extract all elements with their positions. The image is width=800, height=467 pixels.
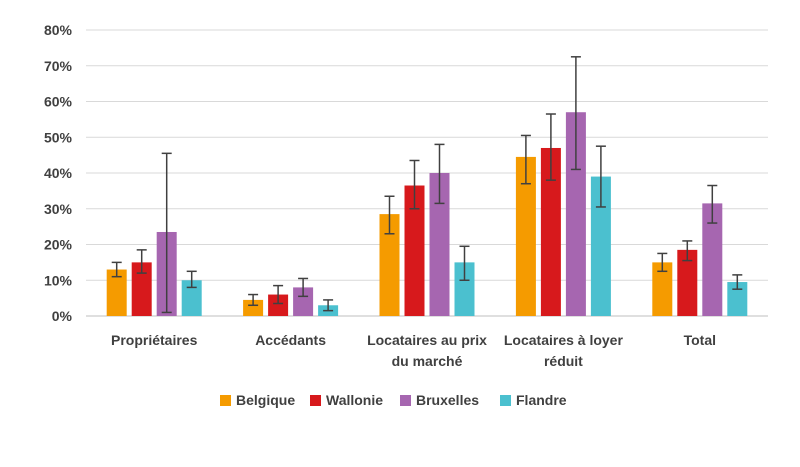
bar [131, 262, 152, 316]
bar [540, 147, 561, 316]
bar [515, 156, 536, 316]
bar [268, 294, 289, 316]
bar [590, 176, 611, 316]
category-label: réduit [544, 353, 583, 369]
bar [652, 262, 673, 316]
bar [379, 214, 400, 316]
y-tick-label: 10% [44, 272, 73, 288]
legend-label: Flandre [516, 392, 567, 408]
bar [293, 287, 314, 316]
bar [404, 185, 425, 316]
legend-label: Belgique [236, 392, 295, 408]
bar [565, 112, 586, 316]
y-tick-label: 20% [44, 237, 73, 253]
category-label: Propriétaires [111, 332, 198, 348]
legend-label: Wallonie [326, 392, 383, 408]
y-tick-label: 70% [44, 58, 73, 74]
category-label: Total [684, 332, 716, 348]
category-label: du marché [392, 353, 463, 369]
y-tick-label: 40% [44, 165, 73, 181]
legend-swatch [310, 395, 321, 406]
y-tick-label: 0% [52, 308, 73, 324]
category-label: Locataires à loyer [504, 332, 624, 348]
bar [243, 299, 264, 316]
bar [429, 173, 450, 316]
legend-swatch [220, 395, 231, 406]
category-label: Accédants [255, 332, 326, 348]
category-label: Locataires au prix [367, 332, 487, 348]
y-tick-label: 30% [44, 201, 73, 217]
legend-swatch [400, 395, 411, 406]
bar [702, 203, 723, 316]
y-tick-label: 80% [44, 22, 73, 38]
bar [454, 262, 475, 316]
legend-label: Bruxelles [416, 392, 479, 408]
bar [727, 282, 748, 316]
y-tick-label: 50% [44, 129, 73, 145]
bar [181, 280, 202, 316]
bar [677, 249, 698, 316]
y-tick-label: 60% [44, 94, 73, 110]
legend-swatch [500, 395, 511, 406]
bar [106, 269, 127, 316]
